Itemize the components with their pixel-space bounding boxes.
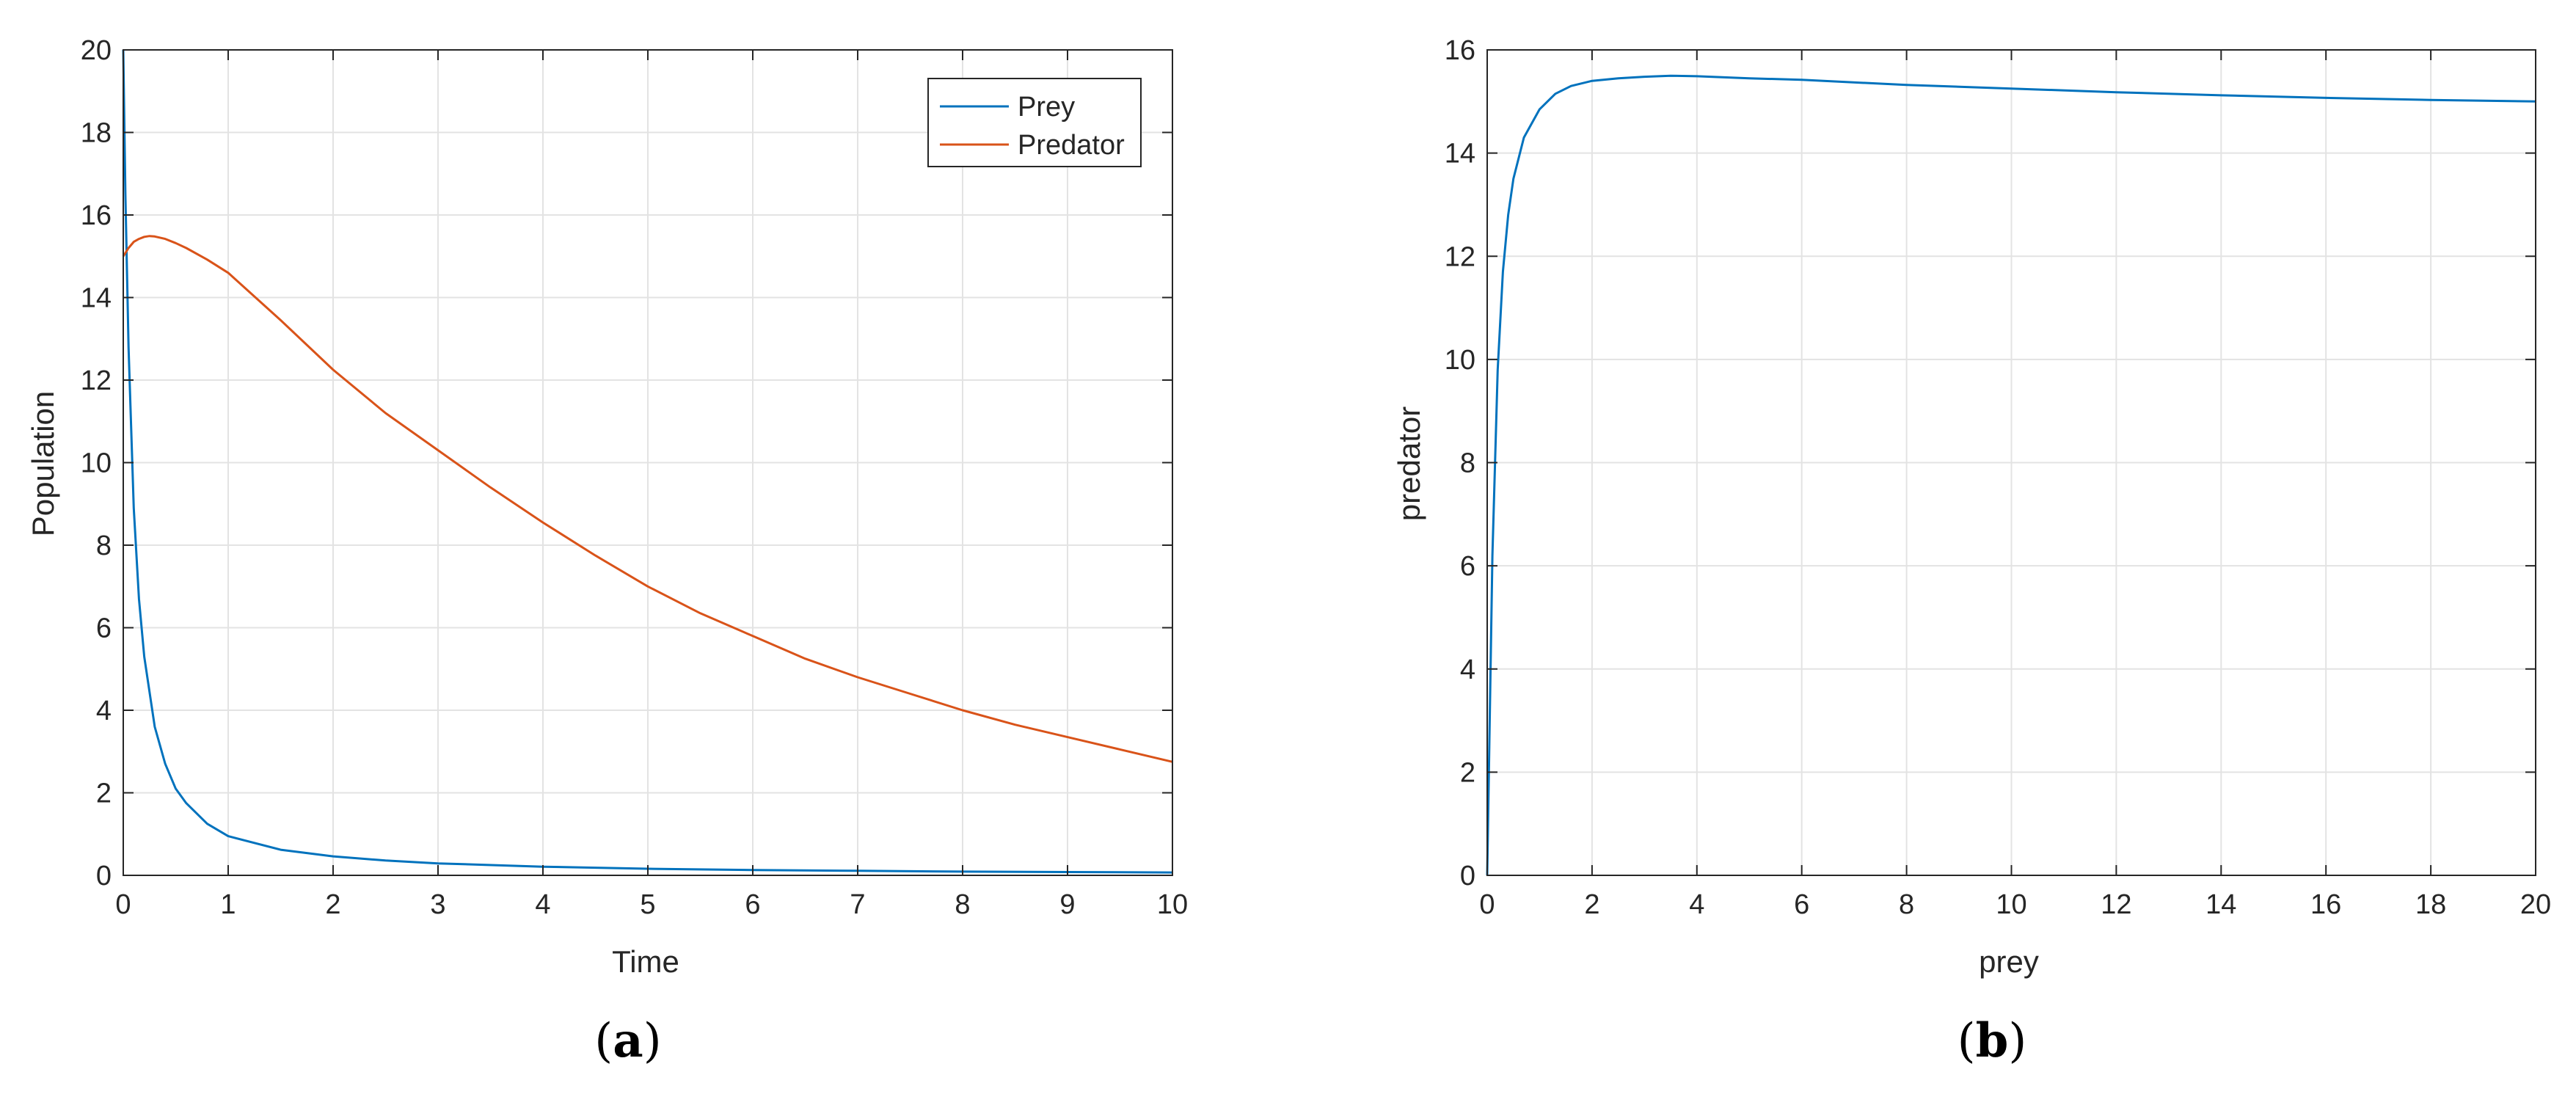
panel-b-y-axis-label: predator <box>1392 406 1426 521</box>
y-tick-label: 6 <box>96 613 112 644</box>
y-tick-label: 8 <box>1460 448 1475 479</box>
y-tick-label: 16 <box>81 200 112 231</box>
x-tick-label: 4 <box>535 889 550 920</box>
y-tick-label: 6 <box>1460 551 1475 582</box>
y-tick-label: 12 <box>81 365 112 396</box>
x-tick-label: 20 <box>2520 889 2551 920</box>
panel-a-grid <box>123 49 1173 876</box>
x-tick-label: 6 <box>1794 889 1809 920</box>
x-tick-label: 6 <box>745 889 760 920</box>
x-tick-label: 8 <box>955 889 970 920</box>
panel-b-grid <box>1486 49 2536 876</box>
y-tick-label: 16 <box>1445 35 1475 66</box>
x-tick-label: 2 <box>1584 889 1599 920</box>
panel-a-caption-text: (a) <box>594 1013 661 1068</box>
panel-a-series <box>122 49 1173 874</box>
x-tick-label: 5 <box>640 889 655 920</box>
x-tick-label: 9 <box>1059 889 1075 920</box>
x-tick-label: 2 <box>325 889 340 920</box>
y-tick-label: 18 <box>81 118 112 149</box>
x-tick-label: 16 <box>2310 889 2341 920</box>
panel-a-x-axis-label: Time <box>612 944 679 979</box>
x-tick-label: 12 <box>2101 889 2131 920</box>
y-tick-label: 14 <box>1445 139 1475 169</box>
panel-b-tick-labels: 0 2 4 6 8 10 12 14 16 18 20 0 2 4 6 8 10 12 14 16 <box>1445 35 2551 920</box>
series-line-predator <box>122 235 1173 763</box>
x-tick-label: 10 <box>1157 889 1188 920</box>
series-line-prey <box>122 49 1173 874</box>
y-tick-label: 4 <box>96 696 112 726</box>
x-tick-label: 7 <box>850 889 865 920</box>
panel-b-caption-text: (b) <box>1957 1013 2027 1068</box>
panel-a-ticks <box>123 49 1173 876</box>
y-tick-label: 2 <box>1460 757 1475 788</box>
y-tick-label: 0 <box>96 861 112 891</box>
y-tick-label: 4 <box>1460 654 1475 685</box>
x-tick-label: 0 <box>1479 889 1495 920</box>
y-tick-label: 10 <box>81 448 112 479</box>
legend-label-prey: Prey <box>1018 92 1075 123</box>
x-tick-label: 0 <box>115 889 131 920</box>
x-tick-label: 18 <box>2415 889 2446 920</box>
x-tick-label: 8 <box>1899 889 1914 920</box>
panel-b-phase-plot: 0 2 4 6 8 10 12 14 16 18 20 0 2 4 6 8 10 12 14 16 prey pred… <box>1392 35 2551 979</box>
series-line-series-0 <box>1486 74 2536 876</box>
y-tick-label: 8 <box>96 530 112 561</box>
panel-b-ticks <box>1486 49 2536 876</box>
panel-b-series <box>1486 74 2536 876</box>
x-tick-label: 10 <box>1996 889 2026 920</box>
x-tick-label: 1 <box>220 889 236 920</box>
y-tick-label: 12 <box>1445 241 1475 272</box>
y-tick-label: 10 <box>1445 345 1475 376</box>
x-tick-label: 3 <box>430 889 445 920</box>
panel-a-y-axis-label: Population <box>26 391 60 537</box>
panel-b-caption: (b) <box>1957 1013 2027 1068</box>
panel-a-caption: (a) <box>594 1013 661 1068</box>
legend-label-predator: Predator <box>1018 130 1125 161</box>
y-tick-label: 20 <box>81 35 112 66</box>
x-tick-label: 14 <box>2205 889 2236 920</box>
y-tick-label: 0 <box>1460 861 1475 891</box>
legend-box <box>927 78 1142 167</box>
y-tick-label: 2 <box>96 778 112 809</box>
panel-b-x-axis-label: prey <box>1979 944 2039 979</box>
x-tick-label: 4 <box>1689 889 1704 920</box>
y-tick-label: 14 <box>81 283 112 314</box>
panel-a-legend: Prey Predator <box>927 78 1142 167</box>
